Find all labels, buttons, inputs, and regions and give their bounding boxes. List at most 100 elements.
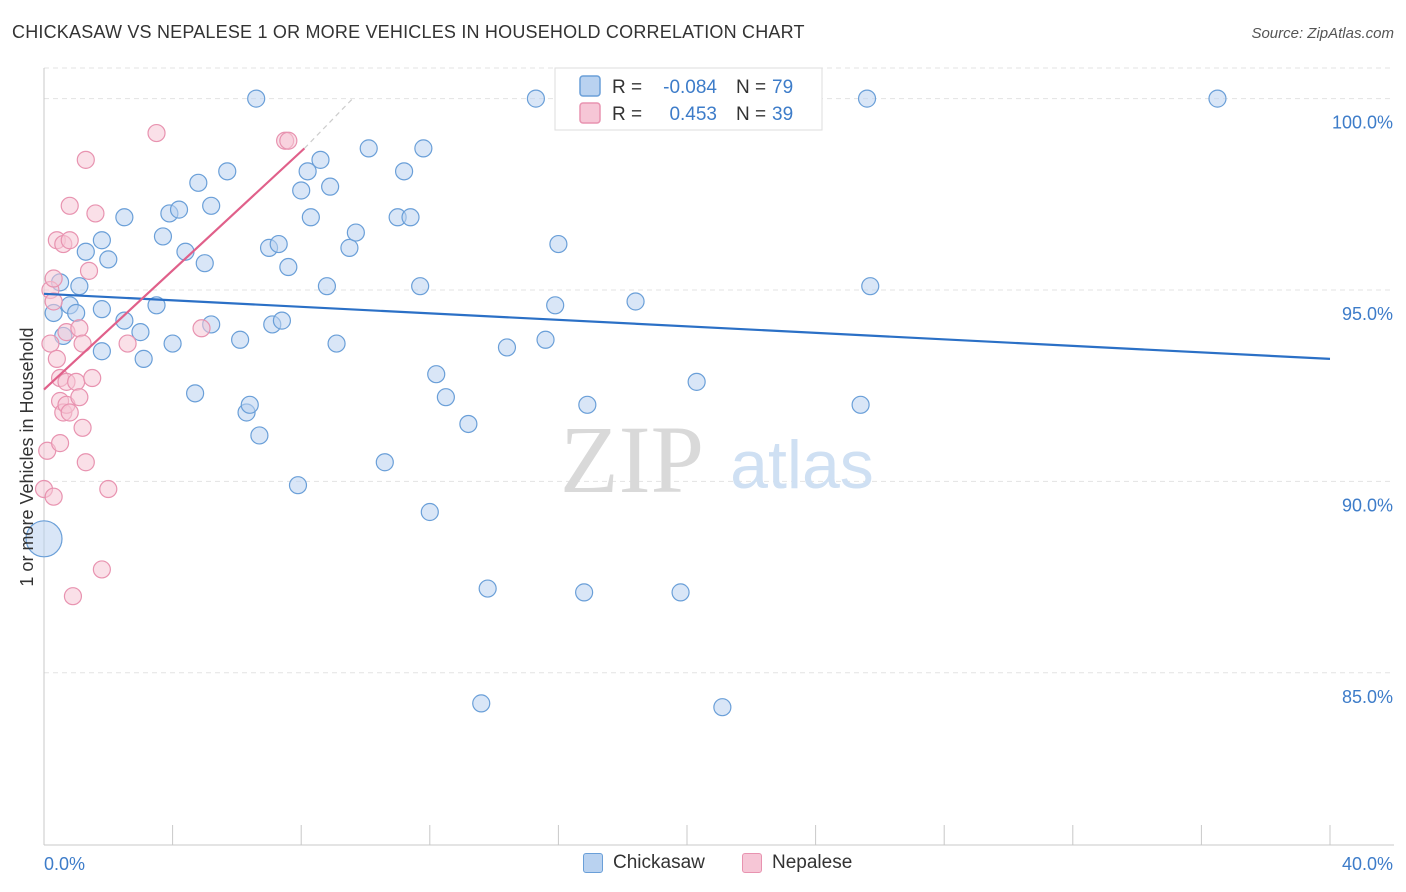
point-chickasaw [526, 89, 545, 108]
legend-nepalese: Nepalese [742, 852, 852, 874]
point-nepalese [279, 131, 298, 150]
point-chickasaw [687, 372, 706, 391]
stats-swatch-chickasaw [579, 75, 601, 97]
point-chickasaw [427, 365, 446, 384]
y-tick-label: 85.0% [1342, 687, 1393, 707]
point-nepalese [83, 368, 102, 388]
point-chickasaw [195, 254, 214, 273]
point-chickasaw [472, 694, 491, 713]
stats-n-value-chickasaw: 79 [772, 77, 793, 98]
point-chickasaw [851, 395, 870, 414]
trend-extension-nepalese [303, 98, 354, 149]
point-chickasaw [163, 334, 182, 353]
point-nepalese [92, 560, 111, 579]
point-chickasaw [298, 162, 317, 181]
point-chickasaw [92, 231, 111, 250]
y-tick-label: 90.0% [1342, 495, 1393, 515]
point-chickasaw [76, 242, 95, 261]
point-chickasaw [240, 395, 259, 414]
legend-swatch-nepalese [742, 853, 762, 873]
point-chickasaw [436, 388, 455, 407]
point-chickasaw [115, 311, 134, 330]
y-axis-label: 1 or more Vehicles in Household [17, 327, 37, 586]
y-tick-label: 95.0% [1342, 304, 1393, 324]
point-chickasaw [459, 414, 478, 434]
point-chickasaw [626, 292, 645, 311]
point-chickasaw [346, 223, 365, 242]
point-chickasaw [857, 89, 877, 108]
point-chickasaw [279, 257, 298, 277]
stats-n-label-chickasaw: N = [736, 77, 766, 98]
axes: 100.0% 95.0% 90.0% 85.0% 0.0% 40.0% [43, 68, 1394, 874]
point-nepalese [70, 388, 89, 407]
stats-swatch-nepalese [579, 102, 601, 124]
point-nepalese [70, 319, 89, 338]
stats-n-value-nepalese: 39 [772, 104, 793, 125]
point-chickasaw [292, 181, 311, 200]
point-chickasaw [420, 502, 439, 522]
point-nepalese [60, 196, 79, 215]
point-nepalese [67, 372, 86, 391]
point-chickasaw [327, 334, 346, 353]
trend-lines [43, 98, 1331, 391]
trend-line-nepalese [43, 147, 306, 391]
point-nepalese [73, 334, 92, 353]
point-chickasaw [394, 162, 414, 181]
point-chickasaw [546, 296, 565, 315]
point-nepalese [63, 587, 83, 606]
point-chickasaw [1208, 89, 1227, 108]
point-chickasaw [247, 89, 266, 108]
point-chickasaw [153, 227, 173, 246]
point-chickasaw [375, 453, 394, 472]
point-chickasaw [549, 234, 568, 254]
point-chickasaw [269, 234, 288, 254]
point-chickasaw [115, 208, 134, 227]
point-chickasaw [575, 583, 594, 602]
x-tick-label: 40.0% [1342, 854, 1393, 874]
point-nepalese [60, 403, 79, 422]
point-chickasaw [92, 300, 111, 319]
stats-r-label-nepalese: R = [612, 104, 642, 125]
stats-r-value-nepalese: 0.453 [669, 104, 717, 125]
stats-r-label-chickasaw: R = [612, 77, 642, 98]
point-chickasaw [317, 277, 337, 296]
point-nepalese [76, 453, 95, 472]
point-chickasaw [70, 277, 89, 296]
point-chickasaw [288, 476, 308, 495]
watermark: ZIP atlas [560, 406, 874, 513]
stats-legend-box: R = -0.084 N = 79 R = 0.453 N = 39 [554, 67, 823, 131]
point-chickasaw [578, 395, 597, 414]
legend-chickasaw: Chickasaw [583, 852, 705, 874]
point-chickasaw [401, 208, 420, 227]
legend-label-chickasaw: Chickasaw [613, 852, 705, 873]
point-nepalese [50, 434, 70, 453]
point-chickasaw [861, 277, 880, 296]
point-nepalese [99, 479, 118, 499]
point-nepalese [60, 231, 79, 250]
y-tick-label: 100.0% [1332, 113, 1393, 133]
point-nepalese [73, 418, 92, 437]
point-chickasaw [250, 426, 269, 445]
point-chickasaw [134, 349, 153, 368]
point-nepalese [86, 204, 105, 223]
gridlines [44, 67, 1394, 674]
trend-line-chickasaw [43, 292, 1331, 360]
point-chickasaw [169, 200, 189, 219]
point-chickasaw [202, 196, 221, 215]
point-nepalese [192, 319, 211, 338]
point-nepalese [147, 123, 166, 143]
chart-source: Source: ZipAtlas.com [1251, 25, 1394, 42]
point-chickasaw [99, 250, 118, 269]
point-chickasaw [713, 698, 732, 717]
point-nepalese [76, 150, 95, 169]
point-chickasaw [218, 162, 237, 181]
point-chickasaw [272, 311, 292, 330]
point-nepalese [41, 334, 60, 353]
point-nepalese [44, 487, 63, 506]
point-chickasaw [186, 384, 205, 403]
point-nepalese [44, 292, 63, 311]
x-tick-label: 0.0% [44, 854, 85, 874]
point-chickasaw [359, 139, 378, 158]
point-chickasaw [231, 330, 250, 349]
point-nepalese [47, 349, 66, 368]
